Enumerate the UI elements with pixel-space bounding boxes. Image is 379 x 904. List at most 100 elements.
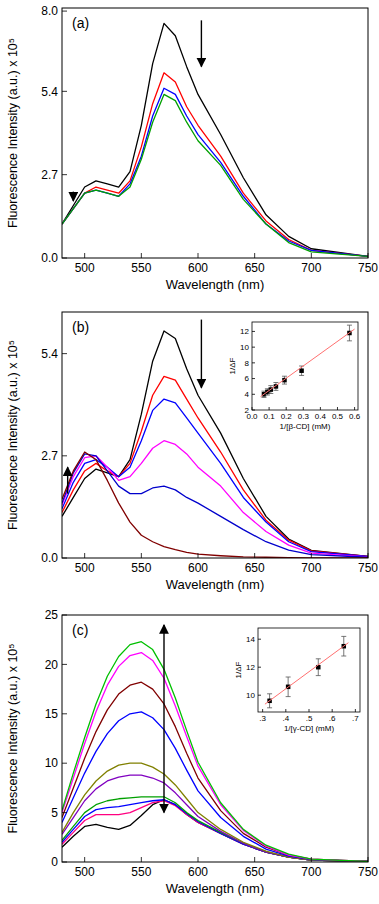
x-tick-label: 750 xyxy=(358,865,378,879)
x-tick xyxy=(368,553,369,558)
spectrum-line xyxy=(261,329,355,397)
x-axis-title: 1/[β-CD] (mM) xyxy=(280,422,331,431)
x-tick-label: 750 xyxy=(358,561,378,575)
trend-arrow xyxy=(73,192,74,201)
y-tick-label: 12 xyxy=(240,327,249,336)
y-tick-label: 14 xyxy=(246,635,255,644)
y-axis-title: 1/ΔF xyxy=(228,357,237,374)
x-tick xyxy=(354,407,355,410)
spectrum-line xyxy=(62,88,368,256)
spectrum-line xyxy=(62,763,368,861)
x-tick-label: 0.5 xyxy=(332,412,344,421)
spectrum-line xyxy=(62,775,368,861)
spectrum-line xyxy=(265,643,348,704)
y-tick xyxy=(62,713,67,714)
y-tick-label: 4 xyxy=(245,390,250,399)
trend-arrow xyxy=(163,625,164,813)
x-tick xyxy=(309,709,310,712)
trend-arrow xyxy=(67,467,68,493)
data-layer xyxy=(265,636,348,707)
y-tick-label: 12 xyxy=(246,663,255,672)
x-tick xyxy=(311,553,312,558)
x-tick-label: 650 xyxy=(245,261,265,275)
x-axis-title: Wavelength (nm) xyxy=(166,881,265,896)
y-tick xyxy=(62,812,67,813)
y-tick xyxy=(258,639,261,640)
y-tick-label: 2 xyxy=(245,406,250,415)
spectrum-line xyxy=(62,23,368,256)
x-tick-label: 500 xyxy=(75,865,95,879)
x-tick xyxy=(254,553,255,558)
y-tick xyxy=(62,664,67,665)
x-tick xyxy=(84,553,85,558)
y-axis-title: 1/ΔF xyxy=(234,661,243,678)
inset: .3.4.5.6.71012141/[γ-CD] (mM)1/ΔF xyxy=(232,622,366,736)
y-tick-label: 2.7 xyxy=(41,449,58,463)
x-tick-label: 550 xyxy=(131,261,151,275)
x-tick xyxy=(286,407,287,410)
x-tick xyxy=(269,407,270,410)
y-tick xyxy=(252,331,255,332)
x-tick xyxy=(141,253,142,258)
trend-arrow xyxy=(201,20,202,66)
y-tick-label: 5 xyxy=(51,806,58,820)
x-tick-label: 0.2 xyxy=(281,412,293,421)
spectrum-line xyxy=(62,399,368,556)
spectrum-line xyxy=(62,797,368,862)
spectrum-line xyxy=(62,801,368,862)
plot-frame xyxy=(62,312,368,558)
spectrum-line xyxy=(62,73,368,257)
x-tick-label: 600 xyxy=(188,261,208,275)
y-tick xyxy=(62,558,67,559)
y-tick xyxy=(62,763,67,764)
x-tick xyxy=(311,857,312,862)
y-tick xyxy=(62,11,67,12)
y-tick xyxy=(252,347,255,348)
y-tick xyxy=(62,174,67,175)
y-tick xyxy=(252,394,255,395)
y-tick xyxy=(62,455,67,456)
x-tick xyxy=(252,407,253,410)
trend-arrow xyxy=(201,320,202,388)
x-tick-label: .7 xyxy=(352,714,359,723)
x-tick-label: 500 xyxy=(75,261,95,275)
y-tick xyxy=(62,353,67,354)
x-tick xyxy=(254,253,255,258)
y-tick xyxy=(258,695,261,696)
x-tick xyxy=(84,857,85,862)
y-tick-label: 5.4 xyxy=(41,85,58,99)
spectrum-line xyxy=(62,800,368,862)
y-tick xyxy=(62,258,67,259)
x-tick-label: 750 xyxy=(358,261,378,275)
plot-frame xyxy=(258,628,360,712)
x-tick xyxy=(141,553,142,558)
x-tick xyxy=(355,709,356,712)
y-tick xyxy=(62,91,67,92)
x-tick-label: .6 xyxy=(329,714,336,723)
y-tick-label: 10 xyxy=(45,756,59,770)
x-tick xyxy=(254,857,255,862)
y-tick xyxy=(252,378,255,379)
x-tick xyxy=(84,253,85,258)
y-tick-label: 8 xyxy=(245,359,250,368)
x-axis-title: 1/[γ-CD] (mM) xyxy=(284,724,335,733)
inset-background xyxy=(232,622,366,736)
panel-label: (a) xyxy=(72,15,89,31)
x-tick-label: 600 xyxy=(188,865,208,879)
y-tick-label: 0.0 xyxy=(41,551,58,565)
y-tick xyxy=(62,615,67,616)
x-tick xyxy=(368,857,369,862)
y-tick-label: 5.4 xyxy=(41,347,58,361)
y-tick xyxy=(258,667,261,668)
y-tick-label: 25 xyxy=(45,608,59,622)
inset-background xyxy=(226,316,364,434)
panel-label: (c) xyxy=(72,622,88,638)
data-layer xyxy=(62,23,368,256)
y-tick xyxy=(62,862,67,863)
y-tick-label: 0 xyxy=(51,855,58,869)
x-tick xyxy=(311,253,312,258)
x-axis-title: Wavelength (nm) xyxy=(166,277,265,292)
x-tick xyxy=(320,407,321,410)
y-axis-title: Fluorescence Intensity (a.u.) x 10⁵ xyxy=(6,340,20,530)
x-tick xyxy=(262,709,263,712)
